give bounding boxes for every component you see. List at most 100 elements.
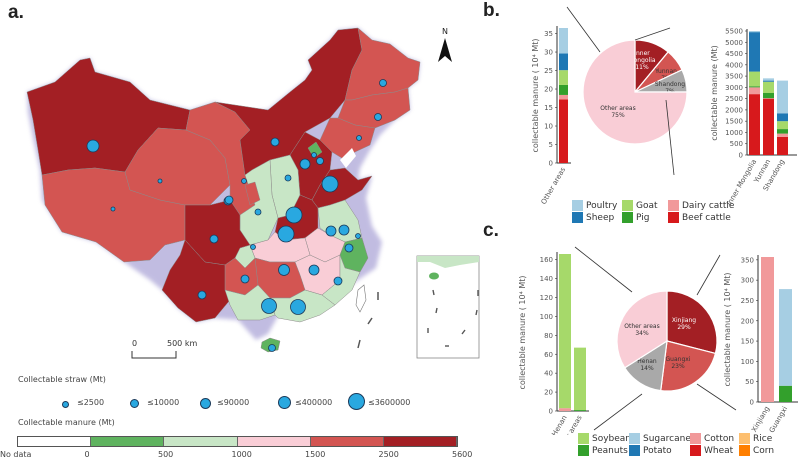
panel-c-legend: Soybean Sugarcane Cotton Rice Peanuts Potato W… — [578, 433, 778, 459]
manure-tick-label: 5600 — [452, 450, 473, 459]
legend-swatch — [572, 212, 583, 223]
bar-segment-pig — [749, 86, 760, 88]
legend-label: Beef cattle — [682, 212, 731, 223]
straw-legend-item: ≤400000 — [295, 398, 333, 407]
y-tick-label: 300 — [741, 277, 754, 285]
bar-chart-c-left: 0 20 40 60 80 100 120 140 160 collectable manure … — [518, 252, 589, 435]
y-tick-label: 30 — [544, 49, 553, 57]
y-tick-label: 40 — [544, 370, 553, 378]
scale-zero: 0 — [132, 339, 137, 348]
legend-item-beef-cattle: Beef cattle — [668, 212, 731, 223]
legend-label: Soybean — [592, 433, 632, 444]
manure-color-bar — [17, 436, 458, 447]
y-tick-label: 25 — [544, 67, 553, 75]
y-tick-label: 0 — [549, 408, 553, 416]
straw-bubble — [209, 234, 219, 244]
bar-segment-dairy-cattle — [749, 87, 760, 95]
y-tick-label: 35 — [544, 30, 553, 38]
legend-label: Pig — [636, 212, 650, 223]
straw-bubble — [333, 276, 343, 286]
straw-bubble — [308, 264, 320, 276]
y-tick-label: 200 — [741, 317, 754, 325]
y-axis-title: collectable manure ( 10⁴ Mt) — [723, 272, 732, 386]
y-tick-label: 350 — [741, 256, 754, 264]
bar-segment-peanuts — [779, 385, 792, 402]
straw-bubble — [278, 264, 290, 276]
y-tick-label: 0 — [739, 152, 743, 160]
y-tick-label: 500 — [730, 140, 743, 148]
bar-segment-beef-cattle — [559, 99, 568, 163]
legend-label: Goat — [636, 200, 658, 211]
y-tick-label: 10 — [544, 123, 553, 131]
panel-a-label: a. — [8, 2, 24, 23]
y-tick-label: 5000 — [725, 39, 743, 47]
pie-label: 23% — [671, 363, 685, 370]
legend-item-corn: Corn — [739, 445, 774, 456]
straw-bubble — [344, 243, 354, 253]
straw-bubble — [284, 174, 292, 182]
y-tick-label: 1000 — [725, 129, 743, 137]
bar-chart-b-left: 0 5 10 15 20 25 30 35 collectable manure ( 10⁴ M… — [531, 26, 571, 206]
straw-legend-item: ≤2500 — [77, 398, 105, 407]
legend-label: Sheep — [586, 212, 615, 223]
straw-bubble — [250, 244, 256, 250]
legend-item-rice: Rice — [739, 433, 772, 444]
bar-segment-sugarcane — [779, 289, 792, 386]
legend-label: Rice — [753, 433, 773, 444]
legend-item-goat: Goat — [622, 200, 658, 211]
legend-swatch — [690, 445, 701, 456]
manure-legend-title: Collectable manure (Mt) — [18, 418, 115, 427]
legend-swatch — [629, 445, 640, 456]
straw-bubble — [325, 225, 337, 237]
y-axis-title: collectable manure (Mt) — [710, 45, 719, 141]
y-tick-label: 140 — [540, 275, 553, 283]
straw-bubble — [224, 195, 234, 205]
y-tick-label: 100 — [741, 358, 754, 366]
legend-item-poultry: Poultry — [572, 200, 617, 211]
straw-bubble — [316, 157, 324, 165]
legend-swatch — [739, 445, 750, 456]
bar-segment-pig — [763, 93, 774, 99]
connector-line — [634, 27, 671, 41]
y-axis-title: collectable manure ( 10⁴ Mt) — [531, 38, 540, 152]
bar-segment-poultry — [763, 78, 774, 81]
legend-label: Sugarcane — [643, 433, 691, 444]
y-tick-label: 100 — [540, 313, 553, 321]
straw-legend-item: ≤90000 — [217, 398, 250, 407]
legend-item-dairy-cattle: Dairy cattle — [668, 200, 734, 211]
bar-segment-cotton — [559, 408, 571, 411]
north-arrow-icon — [438, 38, 452, 62]
y-tick-label: 2000 — [725, 106, 743, 114]
legend-swatch — [622, 200, 633, 211]
bar-segment-beef-cattle — [777, 136, 788, 155]
pie-slice-xinjiang — [666, 290, 718, 355]
straw-bubble — [311, 152, 317, 158]
south-china-sea-inset — [416, 255, 480, 359]
panel-b-label: b. — [483, 0, 500, 21]
panel-c-label: c. — [483, 220, 499, 241]
pie-chart-b-pie: InnerMongolia11%Yunnan7%Shandong7%Other … — [582, 39, 688, 145]
straw-bubbles — [86, 79, 387, 352]
straw-legend: ≤2500 ≤10000 ≤90000 ≤400000 ≤3600000 — [0, 393, 480, 413]
panel-c-charts: 0 20 40 60 80 100 120 140 160 collectable manure … — [518, 246, 798, 435]
bar-segment-soybean — [574, 347, 586, 411]
legend-item-peanuts: Peanuts — [578, 445, 628, 456]
bubble-icon-l — [278, 396, 291, 409]
taiwan-outline — [355, 284, 367, 313]
legend-swatch — [690, 433, 701, 444]
y-tick-label: 50 — [745, 378, 754, 386]
y-tick-label: 3500 — [725, 73, 743, 81]
straw-bubble — [355, 233, 361, 239]
connector-line — [574, 246, 633, 293]
connector-line — [665, 99, 675, 176]
bar-segment-beef-cattle — [749, 94, 760, 155]
legend-item-sugarcane: Sugarcane — [629, 433, 691, 444]
straw-bubble — [321, 175, 339, 193]
manure-bin — [164, 437, 238, 446]
y-tick-label: 120 — [540, 294, 553, 302]
y-tick-label: 5 — [549, 141, 553, 149]
manure-bin — [91, 437, 165, 446]
pie-label: Xinjiang — [672, 317, 696, 324]
straw-bubble — [268, 344, 276, 352]
